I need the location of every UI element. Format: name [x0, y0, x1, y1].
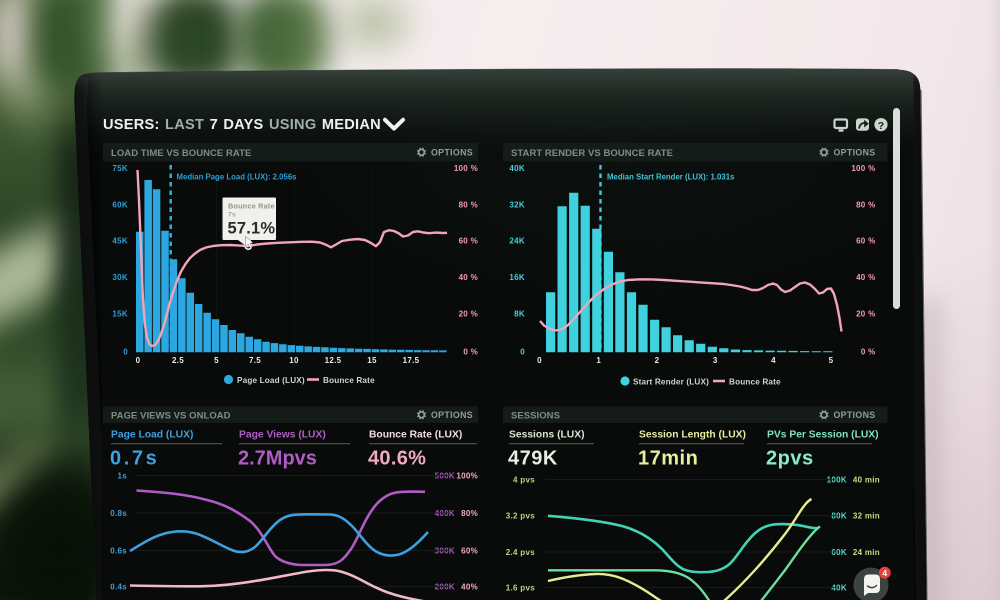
svg-text:4: 4	[771, 356, 776, 365]
svg-text:OPTIONS: OPTIONS	[833, 148, 875, 158]
svg-text:SESSIONS: SESSIONS	[511, 410, 560, 421]
svg-text:7s: 7s	[228, 212, 236, 219]
svg-text:0: 0	[520, 348, 525, 357]
svg-text:24K: 24K	[509, 237, 525, 246]
svg-text:Bounce Rate: Bounce Rate	[729, 377, 781, 386]
svg-text:USERS: LAST 7 DAYS USING MEDIA: USERS: LAST 7 DAYS USING MEDIAN	[103, 117, 381, 133]
svg-text:Start Render (LUX): Start Render (LUX)	[633, 377, 709, 386]
svg-text:80 %: 80 %	[459, 201, 478, 210]
svg-text:0.7s: 0.7s	[110, 448, 159, 470]
svg-text:12.5: 12.5	[325, 356, 342, 365]
svg-text:479K: 479K	[508, 448, 558, 470]
svg-text:1: 1	[596, 356, 601, 365]
svg-text:0: 0	[537, 356, 542, 365]
svg-text:40K: 40K	[509, 164, 525, 173]
svg-text:15: 15	[367, 356, 377, 365]
svg-text:5: 5	[214, 356, 219, 365]
svg-text:100 %: 100 %	[454, 164, 478, 173]
svg-text:Page Load (LUX): Page Load (LUX)	[111, 430, 193, 441]
svg-text:3: 3	[713, 356, 718, 365]
svg-text:2.5: 2.5	[172, 356, 184, 365]
svg-text:100%: 100%	[456, 472, 478, 481]
svg-text:LOAD TIME VS BOUNCE RATE: LOAD TIME VS BOUNCE RATE	[111, 148, 251, 159]
svg-text:8K: 8K	[514, 310, 525, 319]
svg-text:PAGE VIEWS VS ONLOAD: PAGE VIEWS VS ONLOAD	[111, 410, 231, 421]
svg-text:80K: 80K	[831, 512, 847, 521]
svg-text:80%: 80%	[461, 509, 478, 518]
svg-text:32K: 32K	[509, 201, 525, 210]
svg-text:Sessions (LUX): Sessions (LUX)	[509, 430, 585, 441]
svg-text:40K: 40K	[831, 584, 847, 593]
svg-text:60 %: 60 %	[459, 237, 478, 246]
svg-text:57.1%: 57.1%	[228, 220, 276, 238]
svg-text:0: 0	[136, 356, 141, 365]
svg-text:0.4s: 0.4s	[110, 583, 127, 592]
svg-text:1s: 1s	[118, 472, 128, 481]
svg-text:?: ?	[878, 120, 884, 132]
svg-text:0 %: 0 %	[463, 348, 478, 357]
svg-text:2.4 pvs: 2.4 pvs	[506, 548, 535, 557]
svg-text:0: 0	[123, 348, 128, 357]
svg-text:PVs Per Session (LUX): PVs Per Session (LUX)	[767, 430, 879, 441]
svg-text:OPTIONS: OPTIONS	[833, 410, 875, 420]
svg-text:24 min: 24 min	[853, 548, 880, 557]
svg-text:40 min: 40 min	[853, 476, 880, 485]
svg-text:Bounce Rate: Bounce Rate	[228, 202, 275, 211]
svg-text:100 %: 100 %	[851, 164, 875, 173]
svg-text:7.5: 7.5	[249, 356, 261, 365]
svg-text:60%: 60%	[461, 547, 478, 556]
svg-text:2: 2	[655, 356, 660, 365]
svg-text:60K: 60K	[831, 548, 847, 557]
svg-text:2pvs: 2pvs	[766, 448, 814, 470]
svg-text:80 %: 80 %	[856, 201, 875, 210]
svg-text:40%: 40%	[461, 583, 478, 592]
svg-text:Page Views (LUX): Page Views (LUX)	[239, 430, 326, 441]
svg-text:OPTIONS: OPTIONS	[431, 410, 473, 420]
svg-text:15K: 15K	[112, 310, 128, 319]
svg-text:Page Load (LUX): Page Load (LUX)	[237, 376, 305, 385]
svg-text:OPTIONS: OPTIONS	[431, 148, 473, 158]
svg-text:60 %: 60 %	[856, 237, 875, 246]
svg-text:32 min: 32 min	[853, 512, 880, 521]
svg-text:20 %: 20 %	[856, 310, 875, 319]
svg-text:60K: 60K	[112, 201, 128, 210]
svg-text:3.2 pvs: 3.2 pvs	[506, 512, 535, 521]
svg-text:30K: 30K	[112, 273, 128, 282]
svg-text:75K: 75K	[112, 164, 128, 173]
svg-text:16K: 16K	[509, 273, 525, 282]
svg-text:0.8s: 0.8s	[110, 509, 127, 518]
svg-text:45K: 45K	[112, 237, 128, 246]
svg-text:40 %: 40 %	[459, 273, 478, 282]
svg-text:Bounce Rate (LUX): Bounce Rate (LUX)	[369, 430, 462, 441]
svg-text:Median Page Load (LUX): 2.056s: Median Page Load (LUX): 2.056s	[177, 173, 298, 182]
svg-text:0 %: 0 %	[861, 348, 876, 357]
svg-text:Median Start Render (LUX): 1.0: Median Start Render (LUX): 1.031s	[607, 173, 735, 182]
svg-text:2.7Mpvs: 2.7Mpvs	[238, 448, 317, 470]
svg-text:5: 5	[829, 356, 834, 365]
svg-text:Session Length (LUX): Session Length (LUX)	[639, 430, 746, 441]
svg-text:17.5: 17.5	[403, 356, 420, 365]
svg-text:10: 10	[289, 356, 299, 365]
svg-text:17min: 17min	[638, 448, 698, 470]
svg-text:20 %: 20 %	[459, 310, 478, 319]
svg-text:START RENDER VS BOUNCE RATE: START RENDER VS BOUNCE RATE	[511, 148, 673, 159]
svg-text:4 pvs: 4 pvs	[513, 476, 535, 485]
svg-text:40 %: 40 %	[856, 273, 875, 282]
svg-text:Bounce Rate: Bounce Rate	[323, 376, 375, 385]
svg-text:40.6%: 40.6%	[368, 448, 426, 470]
svg-text:4: 4	[882, 568, 887, 578]
svg-text:0.6s: 0.6s	[110, 547, 127, 556]
svg-text:1.6 pvs: 1.6 pvs	[506, 584, 535, 593]
svg-text:100K: 100K	[827, 476, 847, 485]
